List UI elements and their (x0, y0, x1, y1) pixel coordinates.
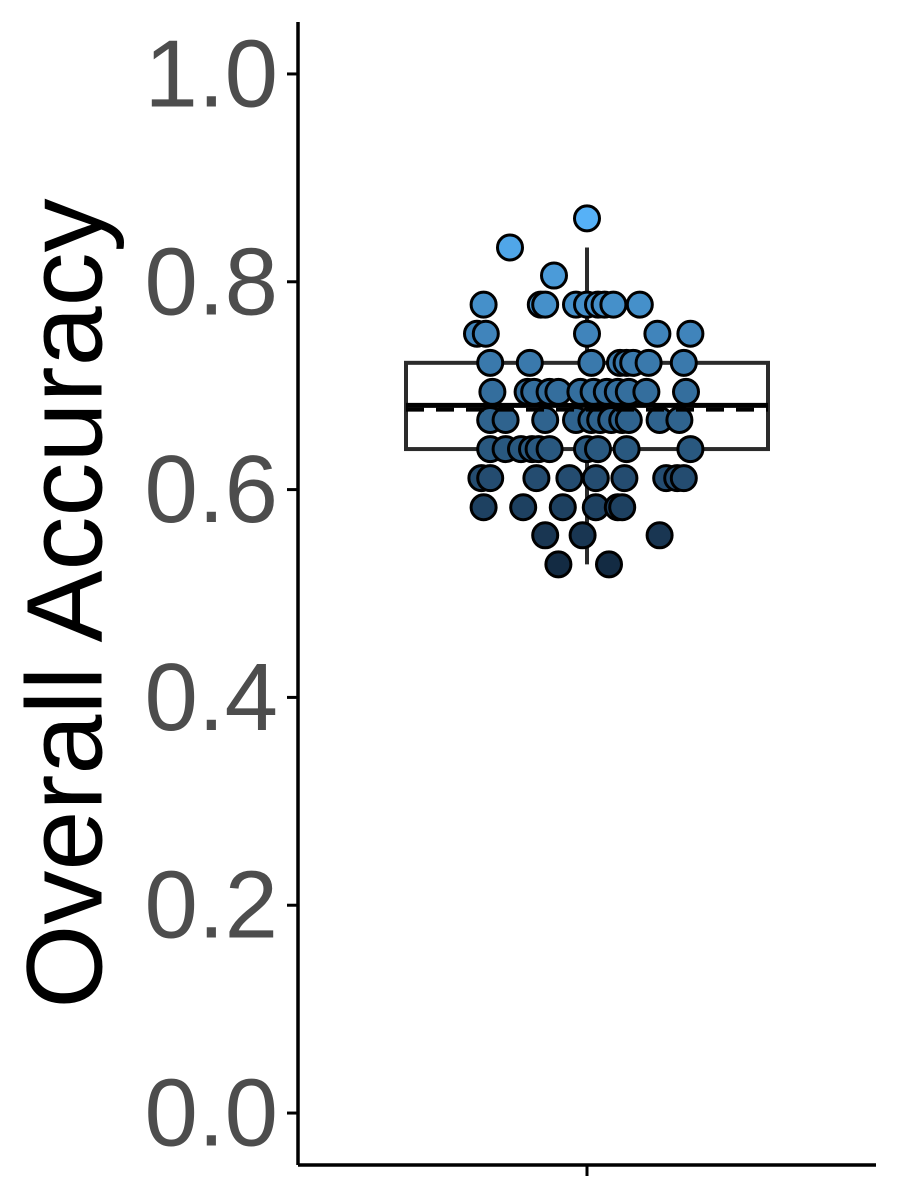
data-point (469, 493, 498, 522)
y-tick-label: 0.0 (145, 1060, 278, 1167)
data-point (608, 493, 637, 522)
data-point (568, 521, 597, 550)
data-point (531, 521, 560, 550)
data-point (540, 261, 568, 290)
y-tick-label: 0.4 (145, 644, 278, 751)
data-point (665, 405, 694, 434)
data-point (555, 464, 584, 493)
y-axis-title: Overall Accuracy (4, 198, 125, 1008)
data-point (535, 435, 564, 464)
data-point (544, 550, 573, 579)
data-point (595, 550, 623, 579)
data-point (676, 319, 705, 348)
data-point (471, 319, 500, 348)
data-point (491, 405, 520, 434)
data-point (643, 319, 672, 348)
data-point (515, 348, 544, 377)
data-point (476, 348, 505, 377)
data-point (478, 377, 507, 406)
data-point (531, 405, 560, 434)
y-tick-label: 0.6 (145, 436, 278, 543)
data-point (573, 204, 601, 233)
data-point (581, 464, 610, 493)
data-point (669, 464, 698, 493)
data-point (577, 348, 606, 377)
data-point (645, 521, 674, 550)
data-point (531, 290, 560, 319)
y-tick-label: 1.0 (145, 20, 278, 127)
data-point (614, 405, 643, 434)
data-point (676, 435, 705, 464)
data-points (406, 204, 768, 579)
data-point (625, 290, 654, 319)
data-point (584, 435, 612, 464)
data-point (672, 377, 700, 406)
data-point (548, 493, 577, 522)
y-tick-label: 0.2 (145, 852, 278, 959)
data-point (496, 233, 524, 262)
data-point (509, 493, 538, 522)
y-tick-label: 0.8 (145, 228, 278, 335)
data-point (469, 290, 498, 319)
data-point (669, 348, 698, 377)
data-point (522, 464, 551, 493)
data-point (573, 319, 601, 348)
y-axis-ticks: 0.0 0.2 0.4 0.6 0.8 1.0 (145, 20, 298, 1167)
data-point (634, 348, 663, 377)
data-point (599, 290, 628, 319)
data-point (476, 464, 505, 493)
data-point (632, 377, 661, 406)
data-point (612, 435, 641, 464)
data-point (610, 464, 639, 493)
